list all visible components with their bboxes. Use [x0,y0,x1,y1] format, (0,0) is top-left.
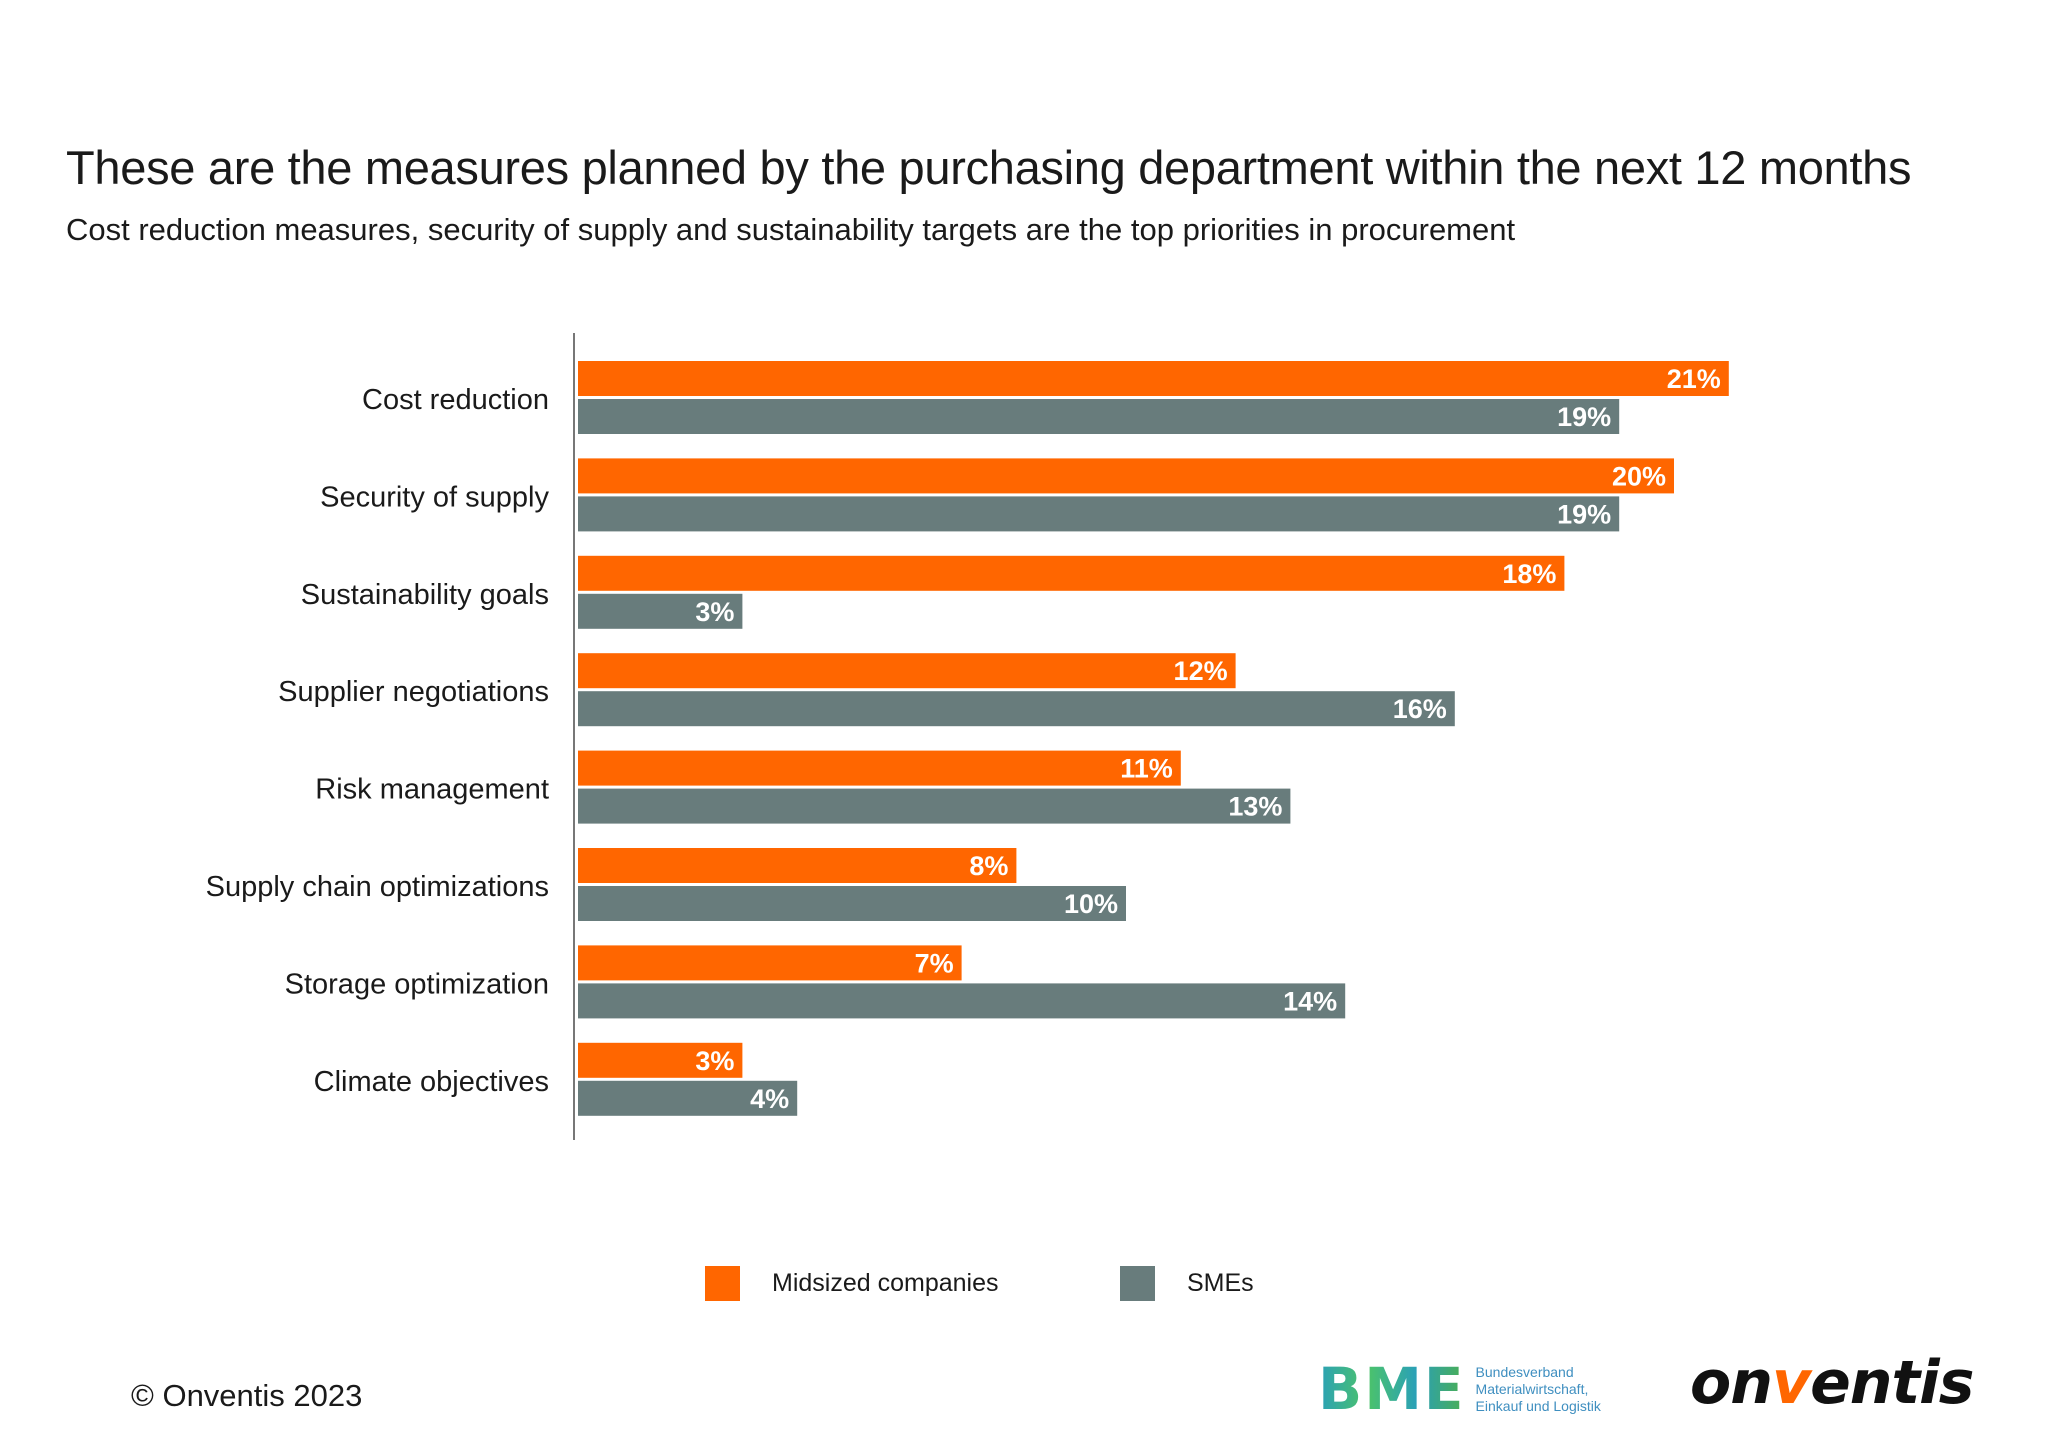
bar-midsized [578,1042,743,1078]
bar-midsized [578,848,1017,883]
legend-item-midsized: Midsized companies [705,1266,999,1301]
data-label: 14% [1283,986,1337,1016]
legend-swatch-midsized [705,1266,740,1301]
category-label: Sustainability goals [301,579,549,611]
data-label: 8% [969,851,1008,881]
bar-midsized [578,945,962,981]
bar-smes [578,496,1620,532]
bar-midsized [578,458,1674,494]
data-label: 3% [695,597,734,627]
data-label: 11% [1120,754,1173,784]
data-label: 18% [1502,559,1556,589]
bme-logo: BME Bundesverband Materialwirtschaft, Ei… [1318,1355,1601,1423]
category-label: Climate objectives [314,1066,549,1098]
bar-smes [578,983,1346,1019]
data-label: 7% [915,948,954,978]
bar-midsized [578,750,1181,786]
data-label: 16% [1393,694,1447,724]
data-label: 10% [1064,889,1118,919]
bar-smes [578,399,1620,434]
data-label: 19% [1557,499,1611,529]
data-label: 12% [1174,656,1228,686]
legend-swatch-smes [1120,1266,1155,1301]
category-label: Storage optimization [285,968,549,1000]
copyright: © Onventis 2023 [131,1378,363,1413]
chart-subtitle: Cost reduction measures, security of sup… [66,212,1516,247]
category-label: Supplier negotiations [278,676,549,708]
data-label: 21% [1667,364,1721,394]
data-label: 19% [1557,402,1611,432]
data-label: 13% [1228,792,1282,822]
data-label: 20% [1612,461,1666,491]
category-label: Cost reduction [362,384,549,416]
bar-smes [578,1080,798,1116]
bar-midsized [578,361,1729,396]
bme-logo-line: Materialwirtschaft, [1475,1380,1589,1397]
bme-logo-line: Bundesverband [1475,1363,1574,1380]
category-label: Risk management [315,774,549,806]
bar-smes [578,788,1291,824]
chart-title: These are the measures planned by the pu… [66,141,1912,194]
onventis-logo: onventis [1690,1348,1974,1418]
legend-label-smes: SMEs [1187,1269,1254,1297]
bar-midsized [578,555,1565,591]
legend-item-smes: SMEs [1120,1266,1254,1301]
bar-smes [578,593,743,629]
category-label: Security of supply [320,481,549,513]
legend-label-midsized: Midsized companies [772,1269,999,1297]
bme-logo-line: Einkauf und Logistik [1475,1397,1601,1414]
bar-smes [578,691,1455,727]
onventis-logo-part: on [1690,1348,1773,1418]
data-label: 3% [695,1046,734,1076]
bar-smes [578,886,1126,921]
data-label: 4% [750,1084,789,1114]
bme-logo-mark: BME [1318,1355,1466,1423]
onventis-logo-part: v [1771,1348,1811,1418]
bar-midsized [578,653,1236,689]
onventis-logo-part: entis [1810,1348,1974,1418]
category-label: Supply chain optimizations [206,871,549,903]
